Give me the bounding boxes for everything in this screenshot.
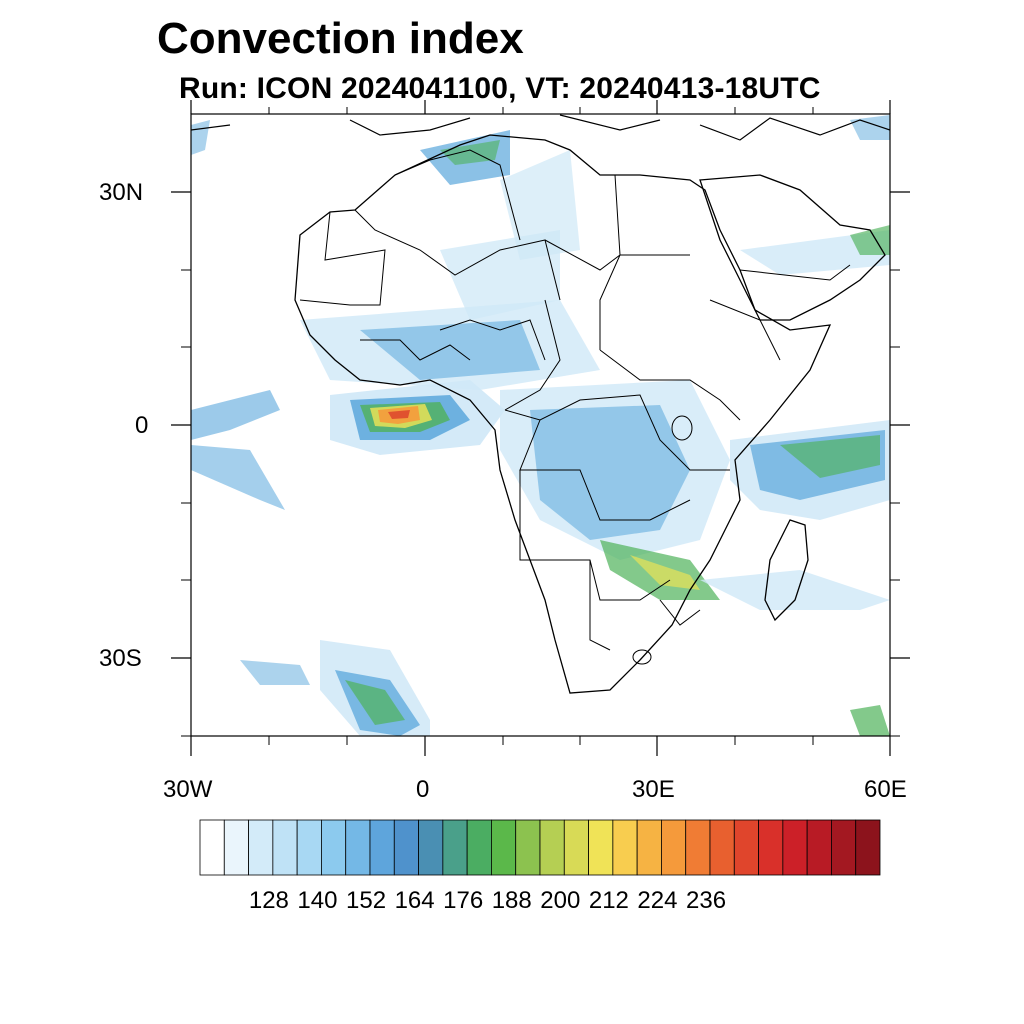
convection-area <box>360 320 540 380</box>
convection-area <box>191 390 280 440</box>
country-border <box>504 299 561 411</box>
colorbar-segment <box>466 819 492 876</box>
colorbar-segment <box>733 819 759 876</box>
lesotho-outline <box>632 649 652 665</box>
plot-title: Convection index <box>157 14 524 63</box>
convection-area <box>850 115 890 140</box>
y-tick-label-0: 0 <box>135 412 149 439</box>
country-border <box>599 349 741 421</box>
x-tick-label-30w: 30W <box>163 776 213 803</box>
country-border <box>739 264 851 281</box>
colorbar-label: 188 <box>491 887 532 914</box>
axis-ticks <box>171 100 910 756</box>
colorbar-segment <box>806 819 832 876</box>
colorbar-segment <box>345 819 371 876</box>
europe-coastline <box>191 114 890 141</box>
convection-area <box>700 570 890 610</box>
colorbar-segment <box>588 819 614 876</box>
country-border <box>544 239 690 271</box>
x-tick-label-30e: 30E <box>632 776 675 803</box>
colorbar-segment <box>709 819 735 876</box>
x-tick-label-60e: 60E <box>864 776 907 803</box>
colorbar-segment <box>321 819 347 876</box>
colorbar-segment <box>418 819 444 876</box>
country-border <box>659 599 701 626</box>
convection-area <box>780 435 880 478</box>
y-tick-label-30n: 30N <box>99 179 144 206</box>
country-border <box>360 339 471 361</box>
colorbar-label: 236 <box>686 887 727 914</box>
colorbar-segment <box>272 819 298 876</box>
colorbar-segment <box>758 819 784 876</box>
country-border <box>299 211 386 306</box>
colorbar-label: 200 <box>540 887 581 914</box>
colorbar-segment <box>515 819 541 876</box>
colorbar-segment <box>369 819 395 876</box>
convection-area <box>240 660 310 685</box>
country-border <box>599 174 621 350</box>
convection-area <box>850 705 890 736</box>
colorbar-segment <box>612 819 638 876</box>
convection-area <box>740 230 890 275</box>
country-border <box>519 470 671 601</box>
colorbar-segment <box>539 819 565 876</box>
country-border <box>394 149 521 241</box>
convection-area <box>388 410 410 419</box>
colorbar-segment <box>248 819 274 876</box>
colorbar-label: 128 <box>248 887 289 914</box>
convection-area <box>345 680 405 725</box>
colorbar-segment <box>563 819 589 876</box>
convection-field <box>191 115 890 736</box>
convection-area <box>191 445 285 510</box>
colorbar-segment <box>782 819 808 876</box>
plot-subtitle: Run: ICON 2024041100, VT: 20240413-18UTC <box>179 72 821 105</box>
colorbar-label: 224 <box>637 887 678 914</box>
country-border <box>709 299 781 361</box>
colorbar-segment <box>636 819 662 876</box>
colorbar-segment <box>491 819 517 876</box>
colorbar-segment <box>199 819 225 876</box>
colorbar-segment <box>442 819 468 876</box>
arabia-coastline <box>699 174 886 321</box>
colorbar-segment <box>393 819 419 876</box>
convection-area <box>630 555 700 590</box>
convection-area <box>500 150 580 260</box>
colorbar-segment <box>685 819 711 876</box>
madagascar-coastline <box>764 519 809 622</box>
colorbar-segment <box>661 819 687 876</box>
y-tick-label-30s: 30S <box>99 645 142 672</box>
colorbar-label: 212 <box>588 887 629 914</box>
colorbar-segment <box>296 819 322 876</box>
colorbar-label: 164 <box>394 887 435 914</box>
colorbar-segment <box>855 819 881 876</box>
colorbar-label: 152 <box>346 887 387 914</box>
coastlines-and-borders <box>191 114 890 694</box>
country-border <box>519 419 691 521</box>
colorbar-segment <box>223 819 249 876</box>
lake-victoria <box>671 415 693 441</box>
africa-coastline <box>294 134 832 694</box>
convection-area <box>440 140 500 165</box>
colorbar-segment <box>831 819 857 876</box>
x-tick-label-0: 0 <box>416 776 430 803</box>
convection-area <box>530 405 690 540</box>
colorbar-label: 140 <box>297 887 338 914</box>
colorbar-label: 176 <box>443 887 484 914</box>
country-border <box>439 319 546 361</box>
country-border <box>589 560 611 651</box>
